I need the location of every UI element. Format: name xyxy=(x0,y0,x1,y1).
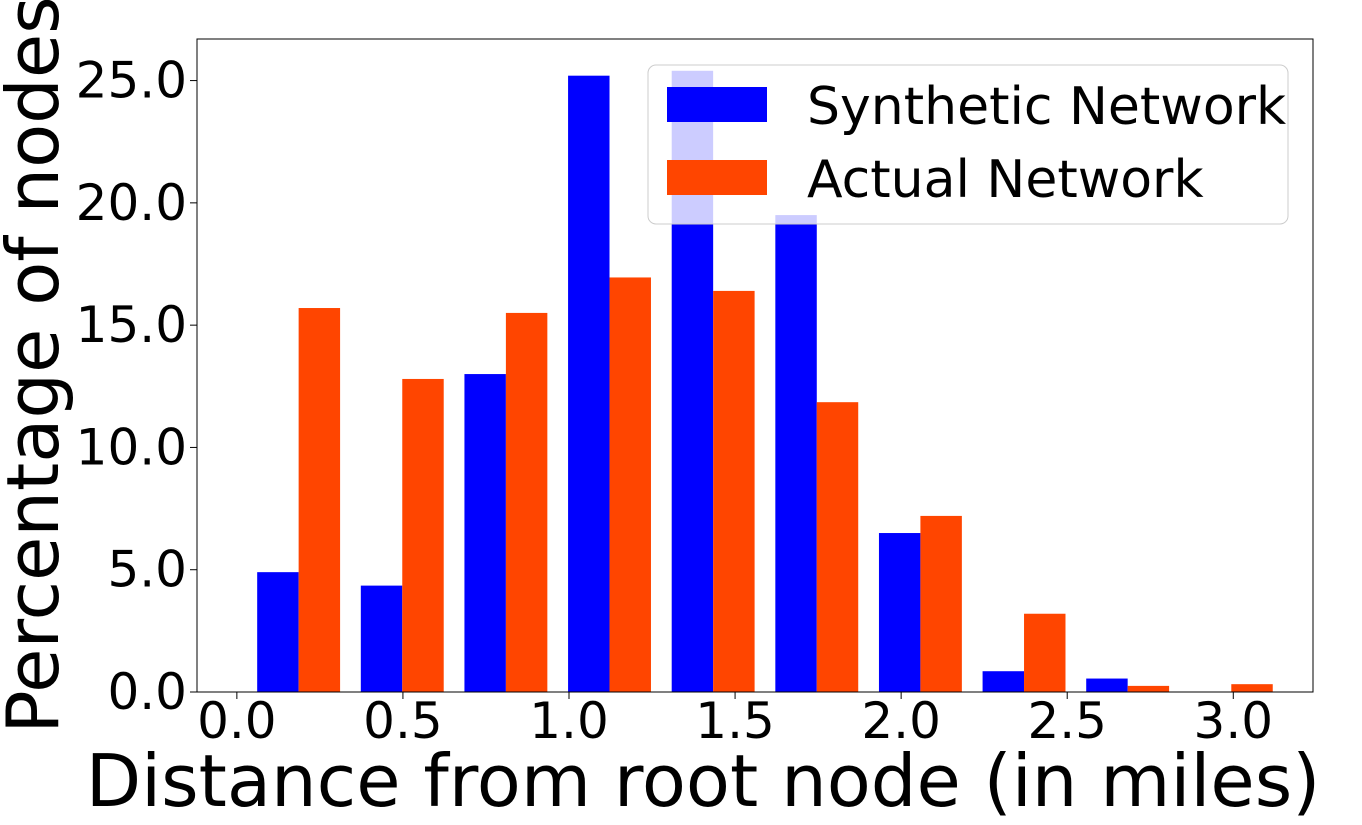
legend: Synthetic Network Actual Network xyxy=(647,64,1289,225)
x-tick-label: 0.5 xyxy=(363,692,443,750)
legend-label-actual: Actual Network xyxy=(807,150,1204,210)
y-tick-label: 15.0 xyxy=(76,296,187,354)
x-axis-label: Distance from root node (in miles) xyxy=(86,739,1321,823)
legend-label-synthetic: Synthetic Network xyxy=(807,77,1286,137)
bar-synthetic-8 xyxy=(1086,678,1128,692)
bar-synthetic-3 xyxy=(568,75,610,692)
bar-synthetic-0 xyxy=(257,572,299,692)
y-axis-label: Percentage of nodes xyxy=(0,0,75,734)
y-tick-label: 5.0 xyxy=(107,541,187,599)
bar-actual-2 xyxy=(505,312,548,692)
x-tick-label: 1.5 xyxy=(695,692,775,750)
bar-synthetic-1 xyxy=(360,585,403,692)
bar-actual-0 xyxy=(298,308,341,692)
y-tick-label: 20.0 xyxy=(76,174,187,232)
bar-actual-5 xyxy=(816,402,859,692)
legend-swatch-actual xyxy=(667,160,767,195)
bar-actual-6 xyxy=(920,515,962,692)
y-tick-label: 25.0 xyxy=(76,52,187,110)
bar-actual-7 xyxy=(1024,613,1066,692)
y-axis-ticks: 0.0 5.0 10.0 15.0 20.0 25.0 xyxy=(76,52,197,721)
x-tick-label: 2.5 xyxy=(1027,692,1107,750)
bar-synthetic-7 xyxy=(982,671,1025,692)
bar-synthetic-5 xyxy=(775,215,817,692)
x-tick-label: 2.0 xyxy=(861,692,941,750)
x-axis-ticks: 0.0 0.5 1.0 1.5 2.0 2.5 3.0 xyxy=(197,692,1273,750)
bar-actual-1 xyxy=(402,378,444,692)
bar-synthetic-6 xyxy=(878,533,921,692)
bar-actual-4 xyxy=(713,290,755,692)
x-tick-label: 3.0 xyxy=(1194,692,1274,750)
x-tick-label: 1.0 xyxy=(529,692,609,750)
y-tick-label: 10.0 xyxy=(76,418,187,476)
bar-actual-9 xyxy=(1231,684,1273,692)
x-tick-label: 0.0 xyxy=(197,692,277,750)
legend-swatch-synthetic xyxy=(667,87,767,122)
bars-group xyxy=(257,70,1273,692)
bar-actual-8 xyxy=(1127,685,1170,692)
bar-actual-3 xyxy=(609,277,651,692)
legend-box xyxy=(647,64,1289,225)
bar-synthetic-2 xyxy=(464,374,506,692)
y-tick-label: 0.0 xyxy=(107,663,187,721)
plot-frame xyxy=(196,38,1314,693)
